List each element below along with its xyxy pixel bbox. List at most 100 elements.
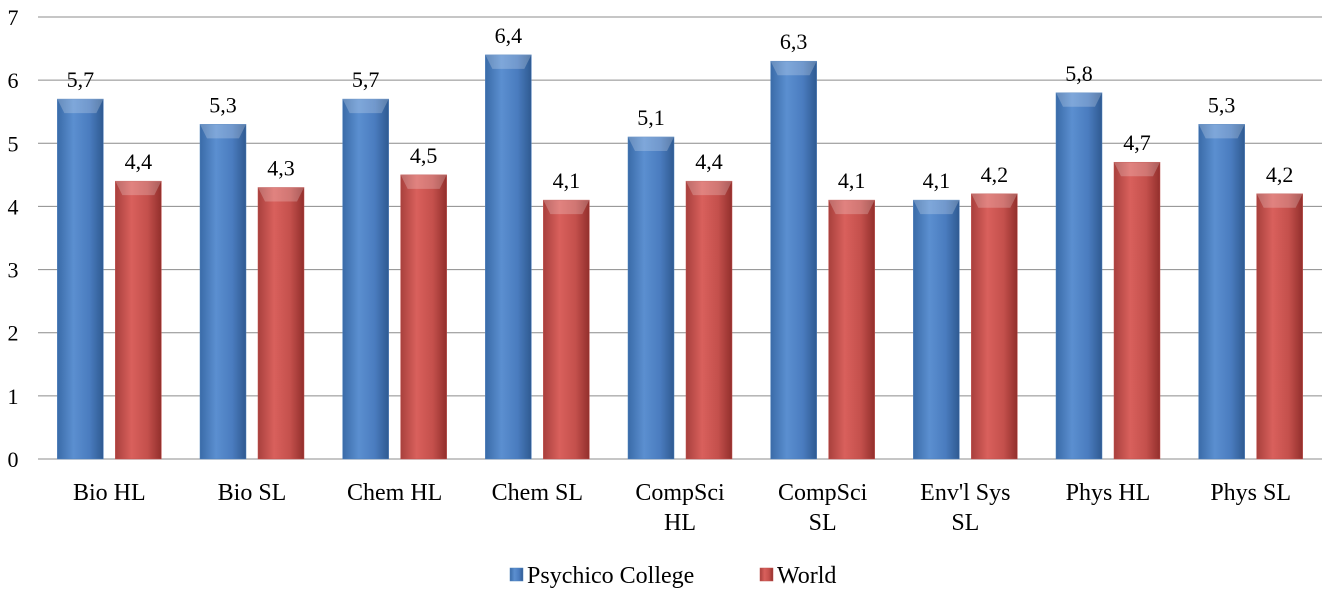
bar-world [1256,193,1303,460]
x-tick-label: CompSci [635,480,725,506]
bar-psychico [627,136,675,460]
bar-body [199,124,247,460]
bar-body [543,199,590,460]
legend-item: Psychico College [509,563,694,589]
bar-bevel [913,200,960,215]
legend: Psychico College World [509,563,836,589]
bar-psychico [1198,124,1245,460]
data-label: 5,3 [209,92,237,117]
bars [57,54,1303,460]
bar-body [115,180,162,460]
bar-world [257,187,305,460]
bar-body [828,199,875,460]
y-tick-label: 3 [8,258,19,283]
bar-world [828,199,875,460]
x-axis: Bio HL Bio SL Chem HL Chem SL CompSci HL CompS… [73,480,1291,536]
bar-world [971,193,1018,460]
legend-label: Psychico College [527,563,694,589]
bar-body [627,136,675,460]
data-label: 4,1 [553,168,581,193]
bar-psychico [199,124,247,460]
bar-body [257,187,305,460]
bar-body [1055,92,1103,460]
bar-psychico [57,98,104,460]
data-label: 5,8 [1065,61,1093,86]
y-tick-label: 4 [8,194,19,219]
y-tick-label: 2 [8,321,19,346]
x-tick-label: Chem HL [347,480,442,506]
bar-bevel [200,124,246,139]
data-label: 4,1 [838,168,866,193]
data-label: 6,4 [495,23,523,48]
data-label: 4,4 [125,149,153,174]
data-label: 4,1 [923,168,951,193]
bar-bevel [1198,124,1245,139]
x-tick-label: CompSci [778,480,868,506]
data-label: 4,2 [1266,162,1294,187]
bar-bevel [628,136,674,151]
bar-body [400,174,447,460]
bar-world [1113,161,1161,460]
y-axis: 0 1 2 3 4 5 6 7 [8,5,19,472]
x-tick-label: Phys SL [1210,480,1291,506]
bar-body [971,193,1018,460]
data-label: 6,3 [780,29,808,54]
legend-label: World [777,563,836,589]
bar-body [1198,124,1245,460]
bar-body [485,54,532,460]
bar-psychico [485,54,532,460]
bar-body [770,60,817,460]
x-tick-label: Bio HL [73,480,146,506]
x-tick-label: Chem SL [492,480,583,506]
y-tick-label: 1 [8,384,19,409]
bar-body [1256,193,1303,460]
data-label: 5,1 [637,105,665,130]
bar-body [685,180,733,460]
y-tick-label: 0 [8,447,19,472]
bar-world [115,180,162,460]
bar-bevel [828,200,875,215]
data-label: 5,7 [352,67,380,92]
bar-bevel [1256,193,1303,208]
bar-world [400,174,447,460]
y-tick-label: 5 [8,131,19,156]
data-label: 4,2 [981,162,1009,187]
data-label: 4,5 [410,143,438,168]
bar-psychico [1055,92,1103,460]
bar-bevel [770,61,817,76]
bar-bevel [485,54,532,69]
x-tick-label: Phys HL [1066,480,1151,506]
bar-body [57,98,104,460]
bar-bevel [342,99,389,114]
bar-body [913,199,960,460]
bar-bevel [971,193,1018,208]
legend-swatch [509,567,524,582]
bar-bevel [258,187,304,202]
x-tick-label: SL [951,510,979,536]
data-label: 4,4 [695,149,723,174]
bar-psychico [913,199,960,460]
bar-bevel [1114,162,1160,177]
bar-body [1113,161,1161,460]
data-label: 4,7 [1123,130,1151,155]
data-label: 5,3 [1208,92,1236,117]
bar-world [543,199,590,460]
bar-psychico [342,98,389,460]
x-tick-label: Env'l Sys [920,480,1010,506]
x-tick-label: HL [664,510,696,536]
bar-bevel [115,181,162,196]
legend-swatch [759,567,774,582]
x-tick-label: Bio SL [218,480,287,506]
bar-bevel [686,181,732,196]
bar-bevel [1056,92,1102,107]
bar-bevel [57,99,104,114]
data-labels: 5,7 4,4 5,3 4,3 5,7 4,5 6,4 4,1 5,1 4,4 6,3 4,1 4,1 4… [67,23,1294,193]
data-label: 4,3 [267,155,295,180]
bar-psychico [770,60,817,460]
data-label: 5,7 [67,67,95,92]
y-tick-label: 7 [8,5,19,30]
bar-bevel [400,174,447,189]
gridlines [38,16,1322,460]
